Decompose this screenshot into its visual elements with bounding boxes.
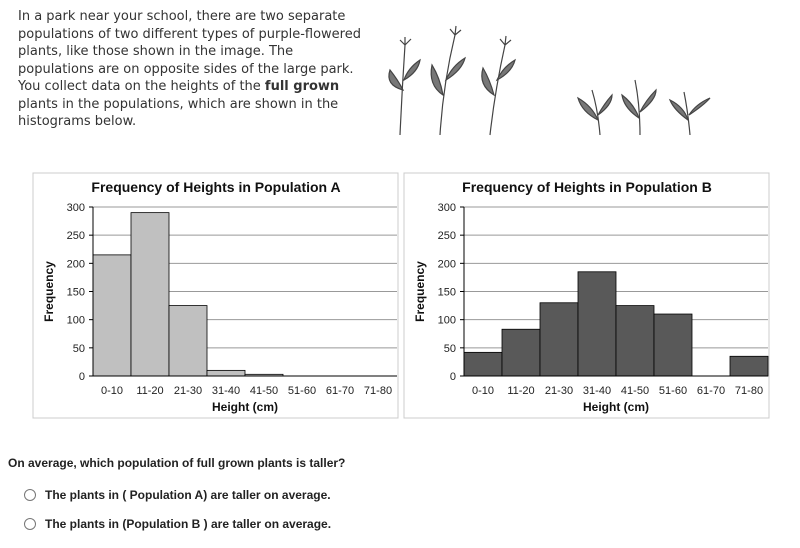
answer-option[interactable]: The plants in (Population B ) are taller… xyxy=(24,517,331,531)
y-tick-label: 0 xyxy=(450,371,456,383)
y-tick-label: 100 xyxy=(438,315,456,327)
plant-illustration xyxy=(388,25,711,136)
y-tick-label: 200 xyxy=(67,258,85,270)
x-tick-label: 31-40 xyxy=(583,385,611,397)
x-tick-label: 61-70 xyxy=(697,385,725,397)
y-tick-label: 50 xyxy=(73,343,85,355)
x-tick-label: 0-10 xyxy=(472,385,494,397)
y-tick-label: 50 xyxy=(444,343,456,355)
chart-title: Frequency of Heights in Population A xyxy=(91,179,340,195)
y-tick-label: 250 xyxy=(438,230,456,242)
y-axis-label: Frequency xyxy=(413,261,427,322)
chart-title: Frequency of Heights in Population B xyxy=(462,179,712,195)
bar xyxy=(130,212,170,377)
x-tick-label: 31-40 xyxy=(212,385,240,397)
bar xyxy=(539,302,579,377)
x-tick-label: 41-50 xyxy=(250,385,278,397)
radio-button[interactable] xyxy=(24,489,36,501)
bar xyxy=(168,305,208,377)
radio-button[interactable] xyxy=(24,518,36,530)
text: In a park near your school, there are tw… xyxy=(18,9,361,94)
x-tick-label: 71-80 xyxy=(735,385,763,397)
chart: Frequency of Heights in Population A 0 50 1… xyxy=(32,172,399,419)
x-tick-label: 71-80 xyxy=(364,385,392,397)
y-axis-label: Frequency xyxy=(42,261,56,322)
x-tick-label: 21-30 xyxy=(174,385,202,397)
x-tick-label: 0-10 xyxy=(101,385,123,397)
x-axis-label: Height (cm) xyxy=(212,400,278,414)
chart-frame xyxy=(32,172,399,419)
y-tick-label: 250 xyxy=(67,230,85,242)
question: On average, which population of full gro… xyxy=(8,456,346,470)
y-tick-label: 200 xyxy=(438,258,456,270)
option-label: The plants in (Population B ) are taller… xyxy=(45,517,332,531)
option-label: The plants in ( Population A) are taller… xyxy=(45,488,331,502)
y-tick-label: 300 xyxy=(67,202,85,214)
y-tick-label: 300 xyxy=(438,202,456,214)
bar xyxy=(501,328,541,377)
y-tick-label: 0 xyxy=(79,371,85,383)
y-tick-label: 100 xyxy=(67,315,85,327)
bar xyxy=(729,355,769,377)
y-tick-label: 150 xyxy=(67,287,85,299)
bar xyxy=(92,254,132,377)
x-tick-label: 61-70 xyxy=(326,385,354,397)
x-tick-label: 21-30 xyxy=(545,385,573,397)
answer-option[interactable]: The plants in ( Population A) are taller… xyxy=(24,488,331,502)
bar xyxy=(653,313,693,377)
x-tick-label: 11-20 xyxy=(507,385,534,397)
intro-text: In a park near your school, there are tw… xyxy=(18,8,368,131)
x-tick-label: 41-50 xyxy=(621,385,649,397)
bar xyxy=(463,351,503,377)
x-tick-label: 11-20 xyxy=(136,385,163,397)
bar xyxy=(615,305,655,377)
y-tick-label: 150 xyxy=(438,287,456,299)
bold-text: full grown xyxy=(264,79,340,94)
text: plants in the populations, which are sho… xyxy=(18,96,339,130)
x-tick-label: 51-60 xyxy=(659,385,687,397)
chart: Frequency of Heights in Population B 0 50 1… xyxy=(403,172,770,419)
x-tick-label: 51-60 xyxy=(288,385,316,397)
bar xyxy=(577,271,617,377)
bar xyxy=(206,369,246,377)
x-axis-label: Height (cm) xyxy=(583,400,649,414)
